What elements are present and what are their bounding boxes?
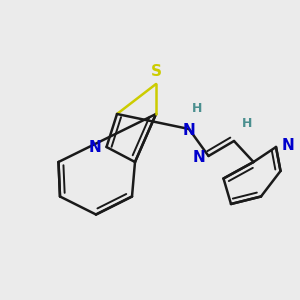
Text: N: N <box>88 140 101 154</box>
Text: N: N <box>193 150 206 165</box>
Text: H: H <box>192 103 202 116</box>
Text: N: N <box>281 138 294 153</box>
Text: H: H <box>242 117 252 130</box>
Text: S: S <box>151 64 161 79</box>
Text: N: N <box>183 123 195 138</box>
